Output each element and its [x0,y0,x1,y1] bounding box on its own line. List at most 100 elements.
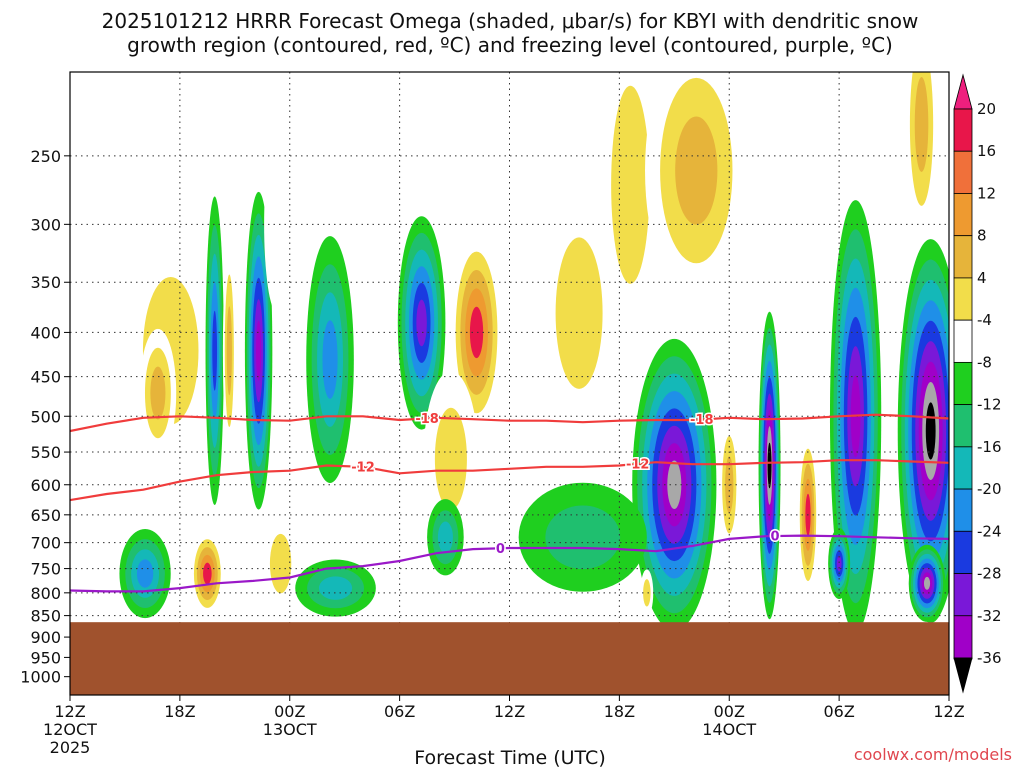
contour-label: -12 [351,460,375,475]
x-tick-date: 12OCT [43,720,97,739]
temperature-contours: -18 -18 -12 -12 0 0 [70,410,949,593]
omega-cell [269,533,292,594]
colorbar-arrow-top [953,73,973,110]
y-tick-label: 750 [30,560,61,579]
x-tick-date: 13OCT [263,720,317,739]
colorbar-label: -32 [977,607,1002,625]
x-tick-label: 06Z [823,702,854,721]
x-tick-label: 12Z [494,702,525,721]
colorbar-label: -4 [977,311,992,329]
omega-cell [212,310,218,391]
ground-surface [70,622,949,695]
omega-cell [416,299,427,347]
y-tick-label: 550 [30,443,61,462]
omega-cell [667,460,682,510]
x-tick-label: 12Z [933,702,964,721]
contour-label: 0 [771,530,780,545]
omega-cell [914,77,929,172]
contour-label: -12 [626,457,650,472]
contour-label: 0 [496,542,505,557]
omega-cell [643,579,651,607]
y-tick-label: 700 [30,534,61,553]
colorbar-label: -28 [977,565,1002,583]
omega-cell [469,306,484,359]
y-tick-label: 650 [30,506,61,525]
colorbar-segment [953,319,973,363]
contour-line [70,534,949,593]
colorbar-label: -16 [977,438,1002,456]
colorbar-label: 8 [977,227,987,245]
colorbar-label: 12 [977,184,996,202]
omega-cell [611,85,650,284]
contour-line [70,459,949,502]
omega-cell [318,576,353,600]
omega-cell [434,407,467,510]
colorbar-label: -36 [977,649,1002,667]
x-axis-title: Forecast Time (UTC) [414,747,605,768]
y-tick-label: 950 [30,648,61,667]
omega-cell [925,402,936,460]
x-tick-year: 2025 [50,738,91,757]
colorbar-segment [953,108,973,152]
y-tick-label: 800 [30,584,61,603]
x-tick-label: 12Z [54,702,85,721]
y-tick-label: 1000 [20,668,61,687]
omega-cell [555,237,603,389]
colorbar-label: 20 [977,100,996,118]
colorbar-segment [953,446,973,490]
colorbar-segment [953,235,973,279]
omega-cell [256,320,262,381]
colorbar-label: 16 [977,142,996,160]
omega-cell [836,555,842,572]
y-tick-label: 250 [30,147,61,166]
y-tick-label: 900 [30,628,61,647]
omega-cell [322,320,338,399]
omega-cell [136,559,154,588]
colorbar-segment [953,530,973,574]
y-tick-label: 500 [30,407,61,426]
contour-line [70,413,949,433]
omega-cell [767,442,772,489]
colorbar-label: -8 [977,353,992,371]
omega-cell [203,562,212,585]
y-tick-label: 300 [30,215,61,234]
y-axis-ticks: 250 300 350 400 450 500 550 600 650 700 750 800 850 9… [20,147,70,687]
omega-cell [226,306,232,396]
omega-cell [264,136,290,313]
y-tick-label: 600 [30,476,61,495]
colorbar-segment [953,361,973,406]
x-tick-date: 14OCT [702,720,756,739]
colorbar-label: -20 [977,480,1002,498]
omega-cell [346,114,373,255]
x-tick-label: 18Z [164,702,195,721]
omega-cell [150,366,166,420]
x-tick-label: 18Z [604,702,635,721]
colorbar: 20 16 12 8 4 -4 -8 -12 -16 -20 -24 -28 -32 -36 [953,73,1002,694]
colorbar-segment [953,404,973,448]
contour-label: -18 [415,412,439,427]
colorbar-segment [953,193,973,237]
omega-cell [70,205,98,496]
colorbar-label: -12 [977,396,1002,414]
colorbar-arrow-bottom [953,657,973,694]
y-tick-label: 400 [30,323,61,342]
x-tick-label: 00Z [274,702,305,721]
y-tick-label: 850 [30,607,61,626]
contour-label: -18 [690,413,714,428]
omega-cell [437,521,453,553]
chart-title-line-1: 2025101212 HRRR Forecast Omega (shaded, … [102,9,919,33]
colorbar-segment [953,277,973,321]
y-tick-label: 450 [30,368,61,387]
colorbar-segment [953,150,973,194]
credit-text: coolwx.com/models [854,745,1012,764]
chart-title-line-2: growth region (contoured, red, ºC) and f… [127,33,893,57]
omega-cell [675,116,718,225]
colorbar-label: 4 [977,269,987,287]
colorbar-segment [953,615,973,659]
x-tick-label: 00Z [714,702,745,721]
colorbar-label: -24 [977,522,1002,540]
omega-cell [545,505,621,570]
omega-cell [923,576,931,590]
y-tick-label: 350 [30,273,61,292]
